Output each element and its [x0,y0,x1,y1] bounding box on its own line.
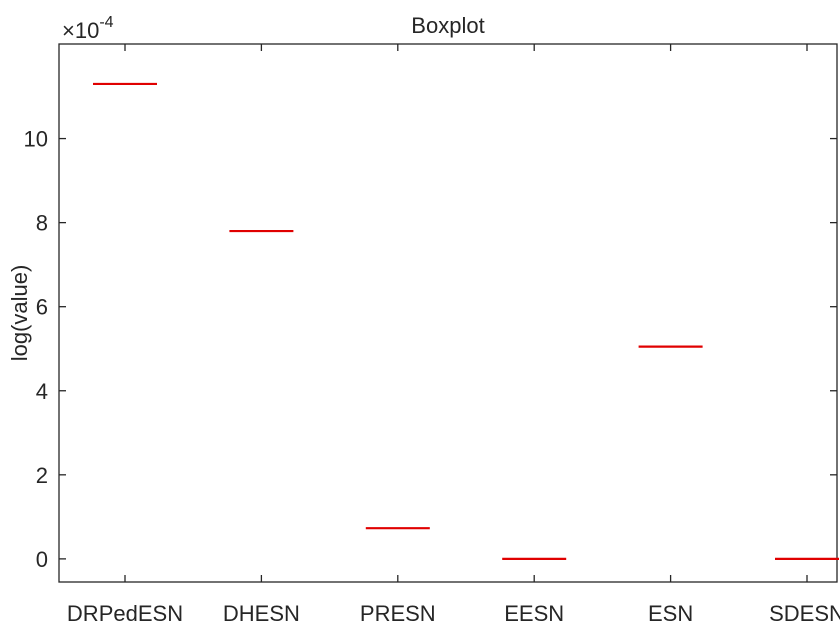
y-tick-label: 2 [36,463,48,488]
x-tick-label-presn: PRESN [360,601,436,626]
plot-area [58,43,838,583]
y-axis-multiplier: ×10-4 [62,14,114,43]
x-tick-label-eesn: EESN [504,601,564,626]
x-tick-label-drpedesn: DRPedESN [67,601,183,626]
y-tick-label: 10 [24,127,48,152]
y-tick-label: 8 [36,211,48,236]
y-axis-multiplier-exponent: -4 [99,14,113,31]
y-axis-label: log(value) [7,265,32,362]
median-lines [93,82,839,560]
x-tick-label-sdesn: SDESN [769,601,840,626]
y-tick-label: 6 [36,295,48,320]
y-axis: 0 2 4 6 8 10 [24,127,837,572]
y-tick-label: 4 [36,379,48,404]
y-tick-label: 0 [36,547,48,572]
x-tick-label-esn: ESN [648,601,693,626]
x-axis: DRPedESN DHESN PRESN EESN ESN SDESN [67,44,840,626]
x-tick-label-dhesn: DHESN [223,601,300,626]
chart-title: Boxplot [411,13,484,38]
y-axis-multiplier-base: ×10 [62,18,99,43]
